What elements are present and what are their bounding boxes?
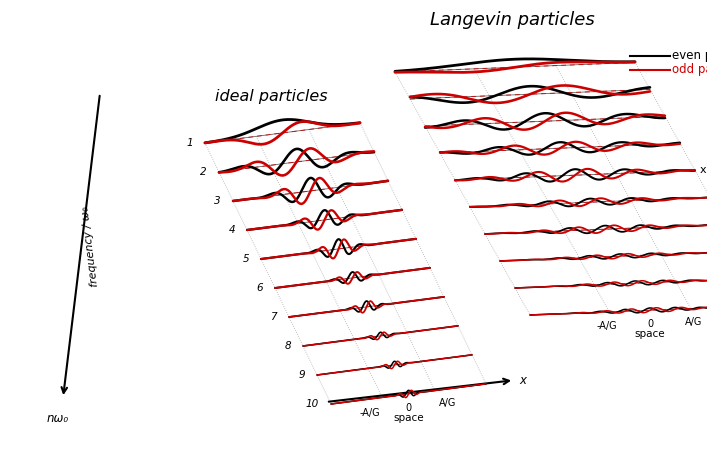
- Text: odd parity: odd parity: [672, 64, 707, 76]
- Text: 10: 10: [305, 399, 319, 409]
- Text: A/G: A/G: [438, 398, 456, 408]
- Text: even parity: even parity: [672, 49, 707, 62]
- Text: 1: 1: [187, 138, 193, 148]
- Text: 9: 9: [298, 370, 305, 380]
- Text: frequency / ω₀: frequency / ω₀: [81, 206, 100, 287]
- Text: 7: 7: [270, 312, 277, 322]
- Text: 2: 2: [200, 167, 207, 177]
- Text: nω₀: nω₀: [47, 412, 69, 425]
- Text: -A/G: -A/G: [359, 408, 380, 418]
- Text: -A/G: -A/G: [597, 321, 617, 331]
- Text: 6: 6: [257, 283, 263, 293]
- Text: 0: 0: [647, 319, 653, 329]
- Text: A/G: A/G: [684, 317, 702, 327]
- Text: 5: 5: [243, 254, 249, 264]
- Text: 0: 0: [405, 403, 411, 413]
- Text: 3: 3: [214, 196, 221, 206]
- Text: x 2: x 2: [700, 165, 707, 175]
- Text: ideal particles: ideal particles: [215, 89, 327, 104]
- Text: space: space: [635, 329, 665, 339]
- Text: 8: 8: [284, 341, 291, 351]
- Text: Langevin particles: Langevin particles: [430, 11, 595, 29]
- Text: space: space: [393, 413, 423, 423]
- Text: x: x: [519, 374, 526, 387]
- Text: 4: 4: [228, 225, 235, 235]
